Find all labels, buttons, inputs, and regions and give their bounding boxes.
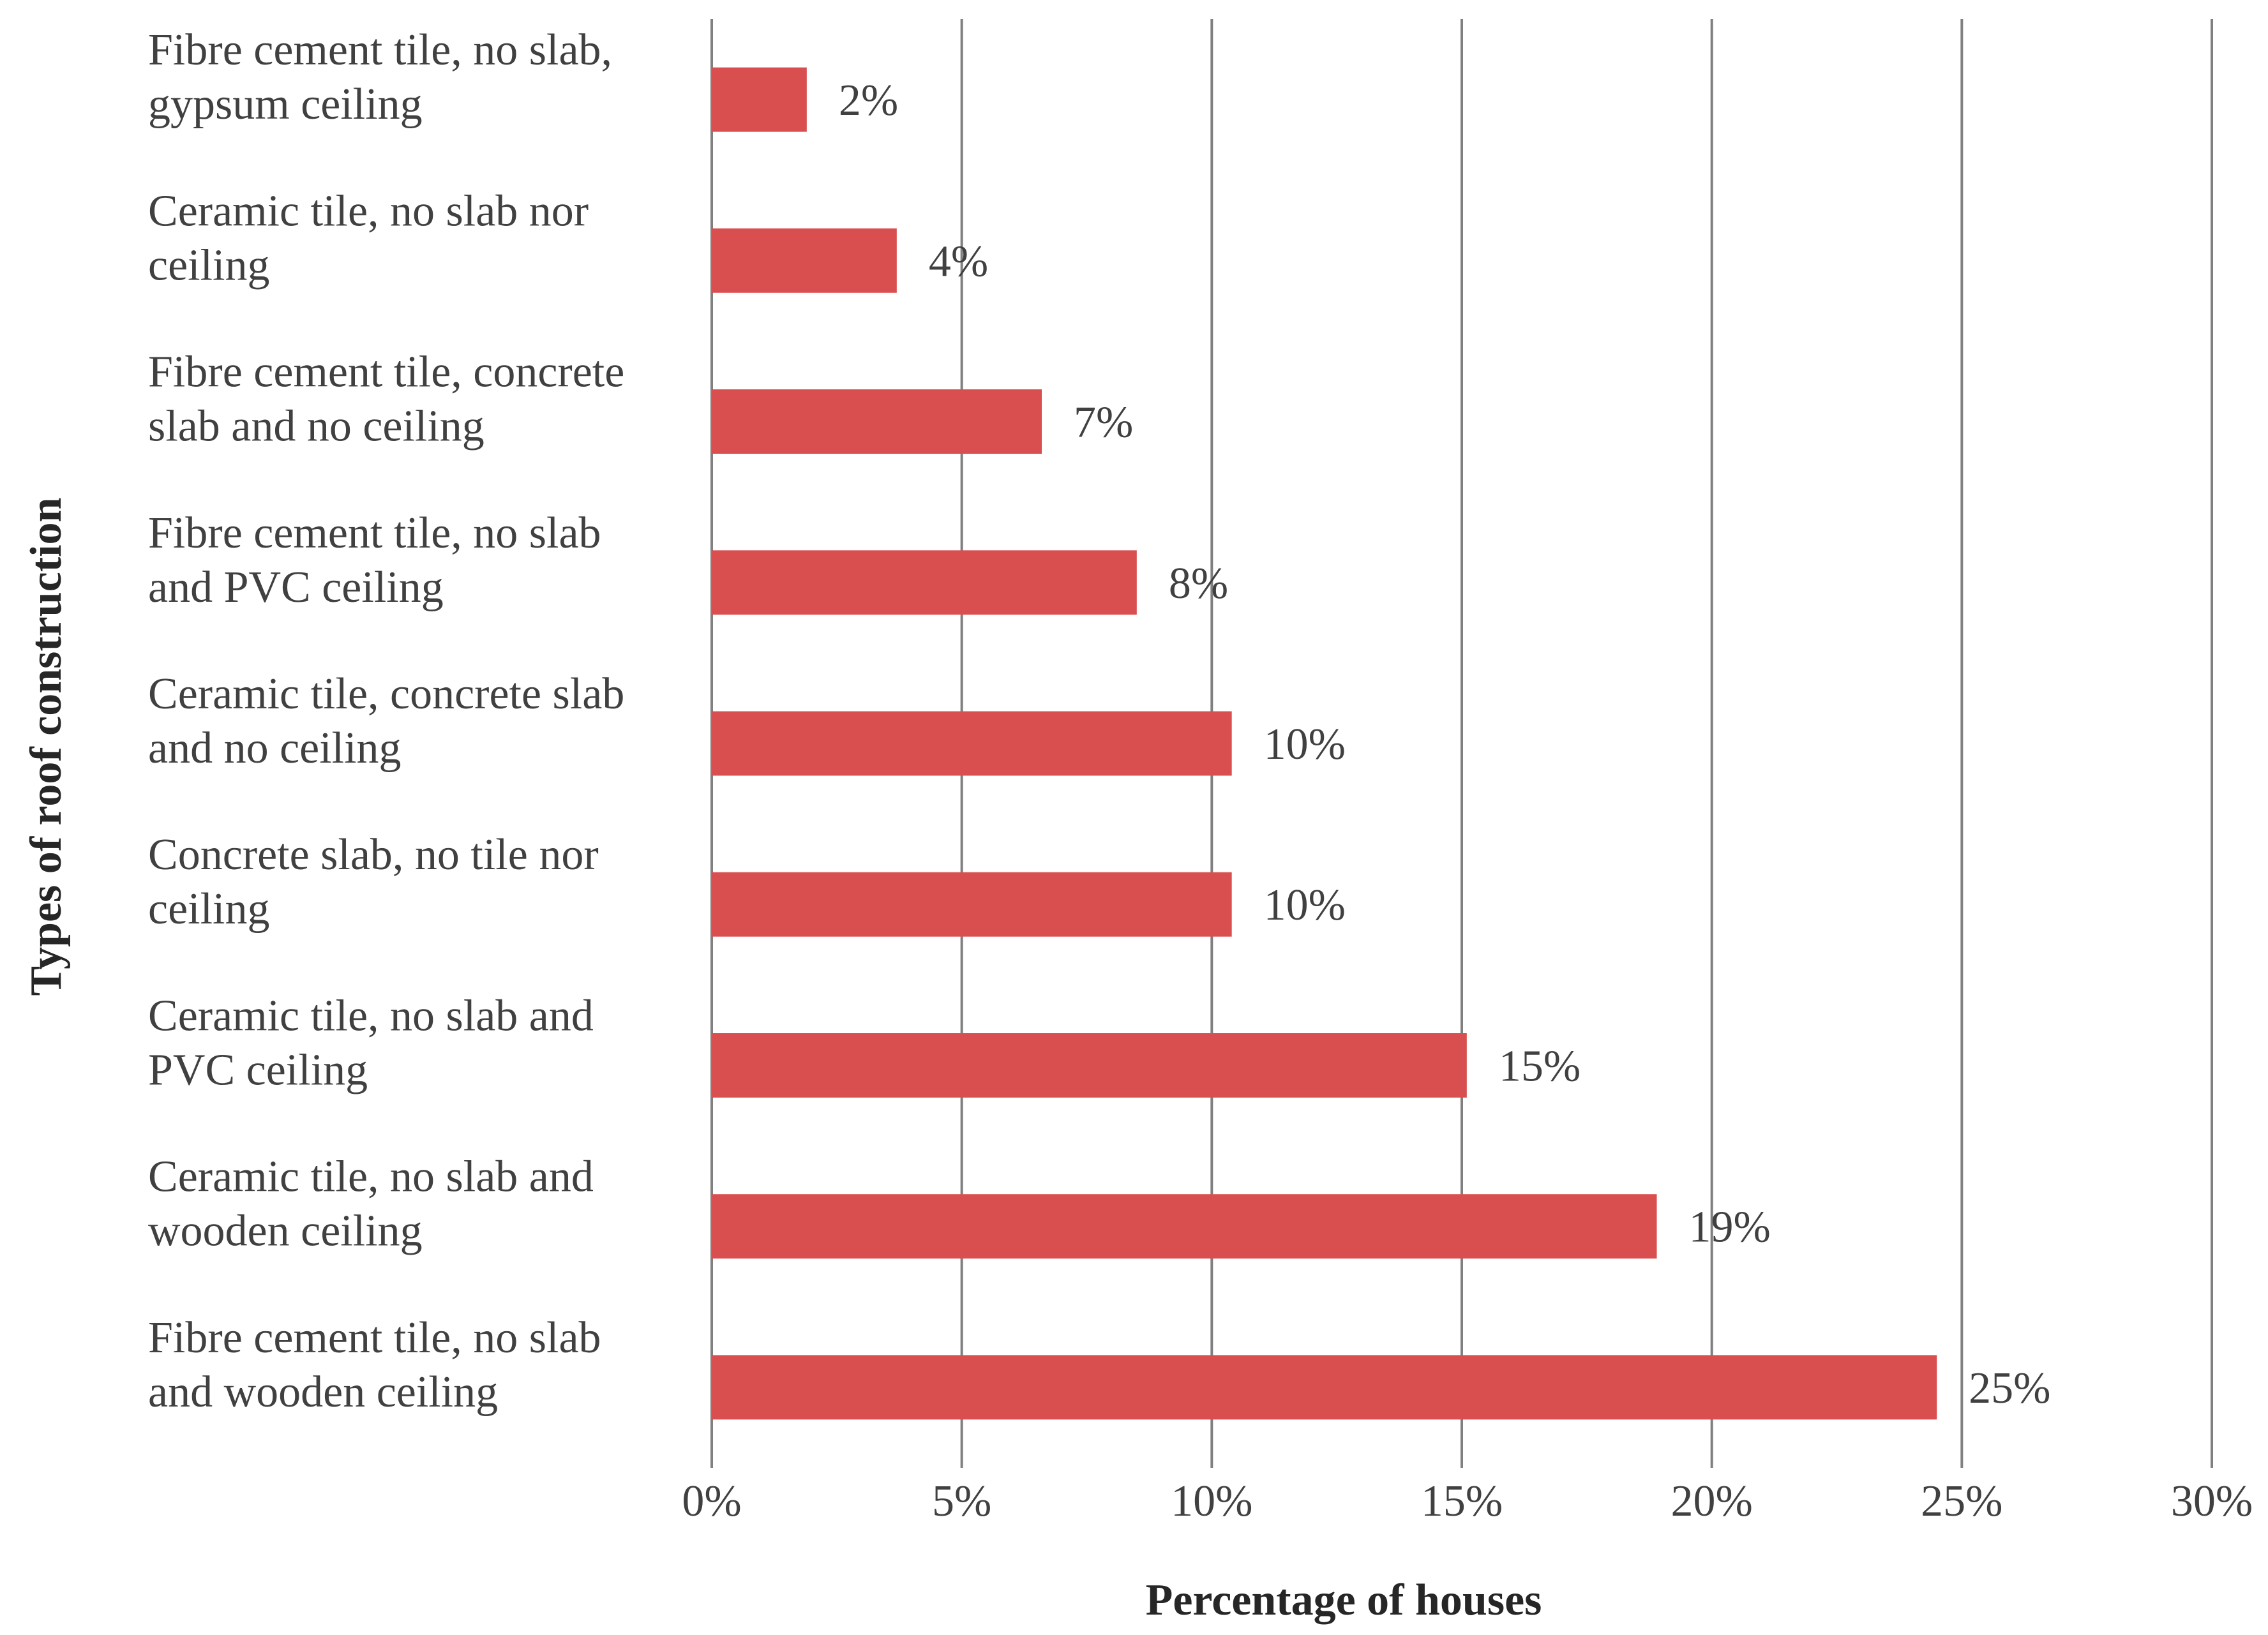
category-label: Concrete slab, no tile nor ceiling	[148, 830, 599, 934]
bar	[712, 1033, 1467, 1098]
x-axis-title: Percentage of houses	[1146, 1576, 1542, 1625]
bar	[712, 550, 1137, 615]
y-axis-title: Types of roof construction	[22, 498, 71, 996]
data-label: 2%	[839, 76, 898, 125]
bar	[712, 67, 807, 132]
category-label: Ceramic tile, no slab and PVC ceiling	[148, 991, 594, 1094]
bar	[712, 228, 897, 293]
x-tick-label: 20%	[1671, 1477, 1753, 1526]
category-label: Fibre cement tile, no slab, gypsum ceilin…	[148, 26, 612, 129]
bars	[712, 67, 1937, 1420]
data-label: 7%	[1074, 398, 1133, 447]
category-label: Fibre cement tile, no slab and PVC ceilin…	[148, 509, 601, 612]
category-label: Ceramic tile, no slab nor ceiling	[148, 186, 589, 290]
bar	[712, 389, 1042, 454]
data-label: 15%	[1499, 1041, 1581, 1091]
bar	[712, 872, 1232, 937]
x-tick-label: 5%	[932, 1477, 991, 1526]
x-tick-label: 15%	[1421, 1477, 1503, 1526]
data-labels: 2% 4% 7% 8% 10% 10% 15% 19% 25%	[839, 76, 2051, 1413]
category-label: Fibre cement tile, concrete slab and no c…	[148, 348, 624, 451]
x-tick-label: 10%	[1171, 1477, 1252, 1526]
data-label: 25%	[1969, 1364, 2050, 1413]
data-label: 4%	[929, 237, 988, 286]
data-label: 10%	[1264, 720, 1346, 769]
x-tick-labels: 0% 5% 10% 15% 20% 25% 30%	[682, 1477, 2253, 1526]
x-tick-label: 30%	[2171, 1477, 2253, 1526]
data-label: 19%	[1689, 1203, 1771, 1252]
category-labels: Fibre cement tile, no slab, gypsum ceilin…	[148, 26, 624, 1417]
x-tick-label: 0%	[682, 1477, 741, 1526]
bar	[712, 1194, 1657, 1259]
bar	[712, 711, 1232, 776]
data-label: 8%	[1169, 559, 1228, 608]
bar	[712, 1355, 1937, 1420]
category-label: Ceramic tile, concrete slab and no ceilin…	[148, 669, 624, 773]
data-label: 10%	[1264, 881, 1346, 930]
category-label: Fibre cement tile, no slab and wooden cei…	[148, 1313, 601, 1417]
category-label: Ceramic tile, no slab and wooden ceiling	[148, 1153, 594, 1256]
x-tick-label: 25%	[1921, 1477, 2002, 1526]
